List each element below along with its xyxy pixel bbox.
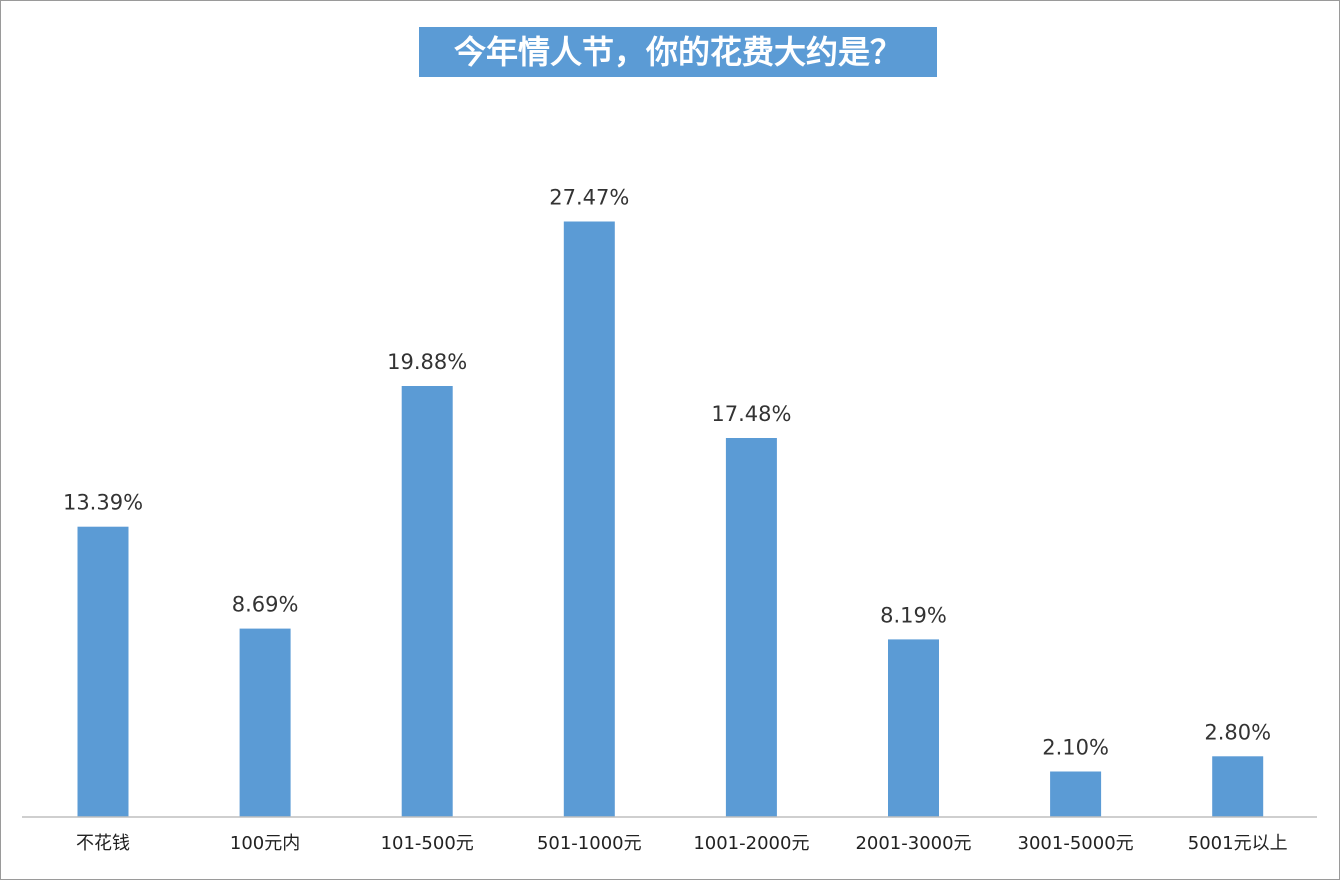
bar-8: [1212, 756, 1264, 817]
x-tick-label-3: 101-500元: [381, 833, 474, 854]
bar-5: [725, 438, 777, 817]
bar-3: [401, 386, 453, 817]
data-label-1: 13.39%: [63, 491, 143, 515]
x-tick-label-5: 1001-2000元: [693, 833, 809, 854]
bars-layer: [77, 221, 1264, 817]
data-labels-layer: 13.39% 8.69% 19.88% 27.47% 17.48% 8.19% 2.10% 2…: [63, 186, 1271, 760]
data-label-5: 17.48%: [711, 402, 791, 426]
data-label-7: 2.10%: [1042, 736, 1109, 760]
data-label-4: 27.47%: [549, 186, 629, 210]
x-tick-labels-layer: 不花钱 100元内 101-500元 501-1000元 1001-2000元 2001-…: [76, 833, 1288, 854]
data-label-2: 8.69%: [232, 593, 299, 617]
x-tick-label-1: 不花钱: [76, 833, 130, 854]
bar-7: [1050, 771, 1102, 817]
data-label-8: 2.80%: [1204, 720, 1271, 744]
x-tick-label-2: 100元内: [230, 833, 300, 854]
bar-4: [563, 221, 615, 817]
data-label-3: 19.88%: [387, 350, 467, 374]
data-label-6: 8.19%: [880, 603, 947, 627]
x-tick-label-8: 5001元以上: [1188, 833, 1288, 854]
chart-title: 今年情人节，你的花费大约是？: [419, 27, 937, 77]
bar-1: [77, 526, 129, 817]
x-tick-label-7: 3001-5000元: [1018, 833, 1134, 854]
x-tick-label-4: 501-1000元: [537, 833, 642, 854]
x-tick-label-6: 2001-3000元: [855, 833, 971, 854]
bar-6: [888, 639, 939, 817]
bar-2: [239, 628, 291, 817]
